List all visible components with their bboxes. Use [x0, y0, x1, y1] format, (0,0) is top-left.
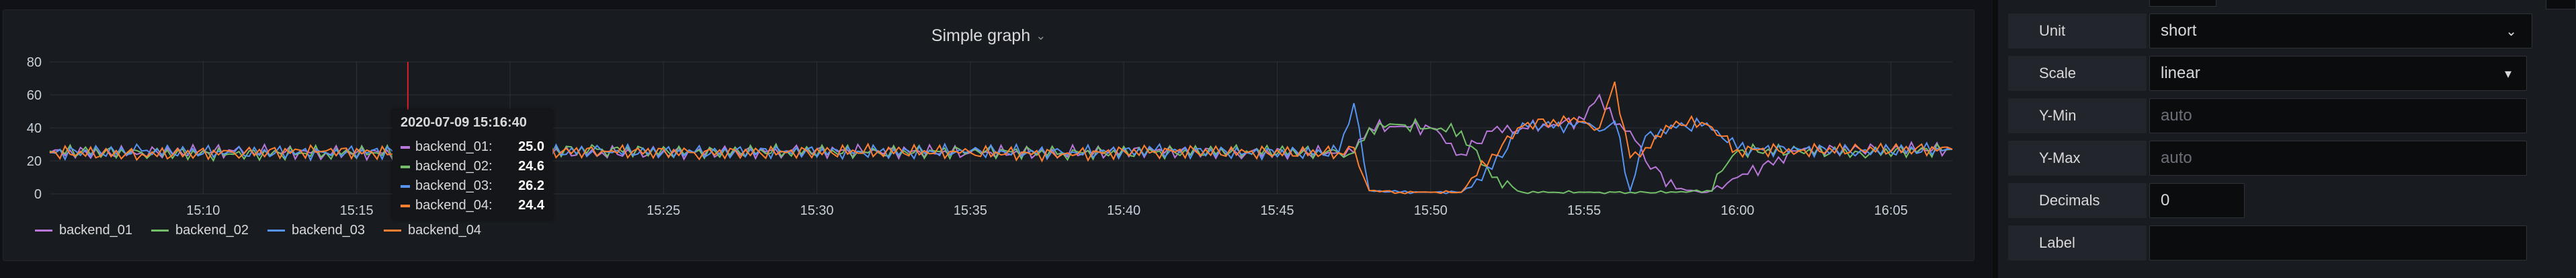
legend-label: backend_04 — [407, 223, 481, 238]
decimals-input[interactable]: 0 — [2149, 183, 2245, 218]
panel-title-text: Simple graph — [931, 26, 1031, 45]
legend-item-backend-03[interactable]: backend_03 — [267, 223, 365, 238]
legend-line-icon — [151, 230, 169, 232]
series-line-backend-03 — [49, 103, 1953, 195]
x-tick-label: 15:55 — [1567, 203, 1601, 218]
series-swatch — [401, 165, 410, 168]
tooltip-series-name: backend_03: — [415, 178, 493, 193]
x-tick-label: 15:10 — [186, 203, 220, 218]
tooltip-series-value: 25.0 — [518, 139, 544, 154]
tooltip-series-name: backend_04: — [415, 198, 493, 213]
x-tick-label: 15:30 — [800, 203, 834, 218]
chart-plot[interactable]: 02040608015:1015:1515:2015:2515:3015:351… — [0, 0, 1976, 263]
tooltip-series-value: 26.2 — [518, 178, 544, 193]
y-tick-label: 60 — [27, 88, 42, 103]
decimals-label: Decimals — [2008, 183, 2147, 218]
tooltip-row: backend_01: 25.0 — [401, 137, 544, 157]
series-swatch — [401, 204, 410, 207]
tooltip-row: backend_02: 24.6 — [401, 157, 544, 176]
chevron-down-icon: ⌄ — [1036, 28, 1046, 42]
x-tick-label: 16:00 — [1720, 203, 1754, 218]
scrollbar-stub — [2546, 0, 2576, 9]
tooltip-series-name: backend_02: — [415, 159, 493, 174]
label-label: Label — [2008, 225, 2147, 260]
hover-tooltip: 2020-07-09 15:16:40 backend_01: 25.0 bac… — [392, 110, 552, 219]
unit-select[interactable]: short ⌄ — [2149, 13, 2532, 48]
series-line-backend-02 — [49, 117, 1953, 195]
tooltip-series-name: backend_01: — [415, 139, 493, 154]
ymax-input[interactable]: auto — [2149, 141, 2527, 176]
chart-legend: backend_01 backend_02 backend_03 backend… — [35, 223, 481, 238]
x-tick-label: 16:05 — [1874, 203, 1908, 218]
ymax-placeholder: auto — [2161, 149, 2192, 167]
panel-divider[interactable] — [1993, 0, 1998, 278]
x-tick-label: 15:15 — [340, 203, 374, 218]
scale-label: Scale — [2008, 56, 2147, 91]
legend-label: backend_01 — [59, 223, 132, 238]
y-tick-label: 0 — [34, 187, 42, 202]
legend-label: backend_02 — [175, 223, 249, 238]
top-input-stub — [2149, 0, 2216, 7]
legend-label: backend_03 — [291, 223, 365, 238]
series-line-backend-04 — [49, 81, 1953, 195]
legend-item-backend-04[interactable]: backend_04 — [383, 223, 481, 238]
tooltip-series-value: 24.6 — [518, 159, 544, 174]
tooltip-time: 2020-07-09 15:16:40 — [401, 115, 527, 130]
y-tick-label: 80 — [27, 55, 42, 70]
chevron-down-icon: ⌄ — [2505, 24, 2517, 39]
unit-label: Unit — [2008, 13, 2147, 48]
decimals-value: 0 — [2161, 191, 2170, 209]
ymin-placeholder: auto — [2161, 106, 2192, 125]
x-tick-label: 15:40 — [1107, 203, 1140, 218]
scale-value: linear — [2161, 64, 2200, 82]
x-tick-label: 15:45 — [1260, 203, 1294, 218]
ymin-input[interactable]: auto — [2149, 98, 2527, 133]
series-swatch — [401, 184, 410, 188]
ymax-label: Y-Max — [2008, 141, 2147, 176]
x-tick-label: 15:50 — [1414, 203, 1448, 218]
label-input[interactable] — [2149, 225, 2527, 260]
ymin-label: Y-Min — [2008, 98, 2147, 133]
x-tick-label: 15:25 — [647, 203, 680, 218]
series-line-backend-01 — [49, 93, 1953, 194]
x-tick-label: 15:35 — [954, 203, 987, 218]
tooltip-row: backend_03: 26.2 — [401, 176, 544, 196]
tooltip-row: backend_04: 24.4 — [401, 196, 544, 215]
legend-item-backend-02[interactable]: backend_02 — [151, 223, 249, 238]
series-swatch — [401, 145, 410, 149]
y-tick-label: 20 — [27, 154, 42, 169]
legend-line-icon — [267, 230, 285, 232]
legend-line-icon — [383, 230, 401, 232]
scale-select[interactable]: linear ▾ — [2149, 56, 2527, 91]
legend-line-icon — [35, 230, 52, 232]
tooltip-series-value: 24.4 — [518, 198, 544, 213]
unit-value: short — [2161, 22, 2197, 40]
caret-down-icon: ▾ — [2504, 66, 2511, 81]
legend-item-backend-01[interactable]: backend_01 — [35, 223, 132, 238]
panel-title[interactable]: Simple graph ⌄ — [3, 15, 1974, 56]
y-tick-label: 40 — [27, 121, 42, 136]
